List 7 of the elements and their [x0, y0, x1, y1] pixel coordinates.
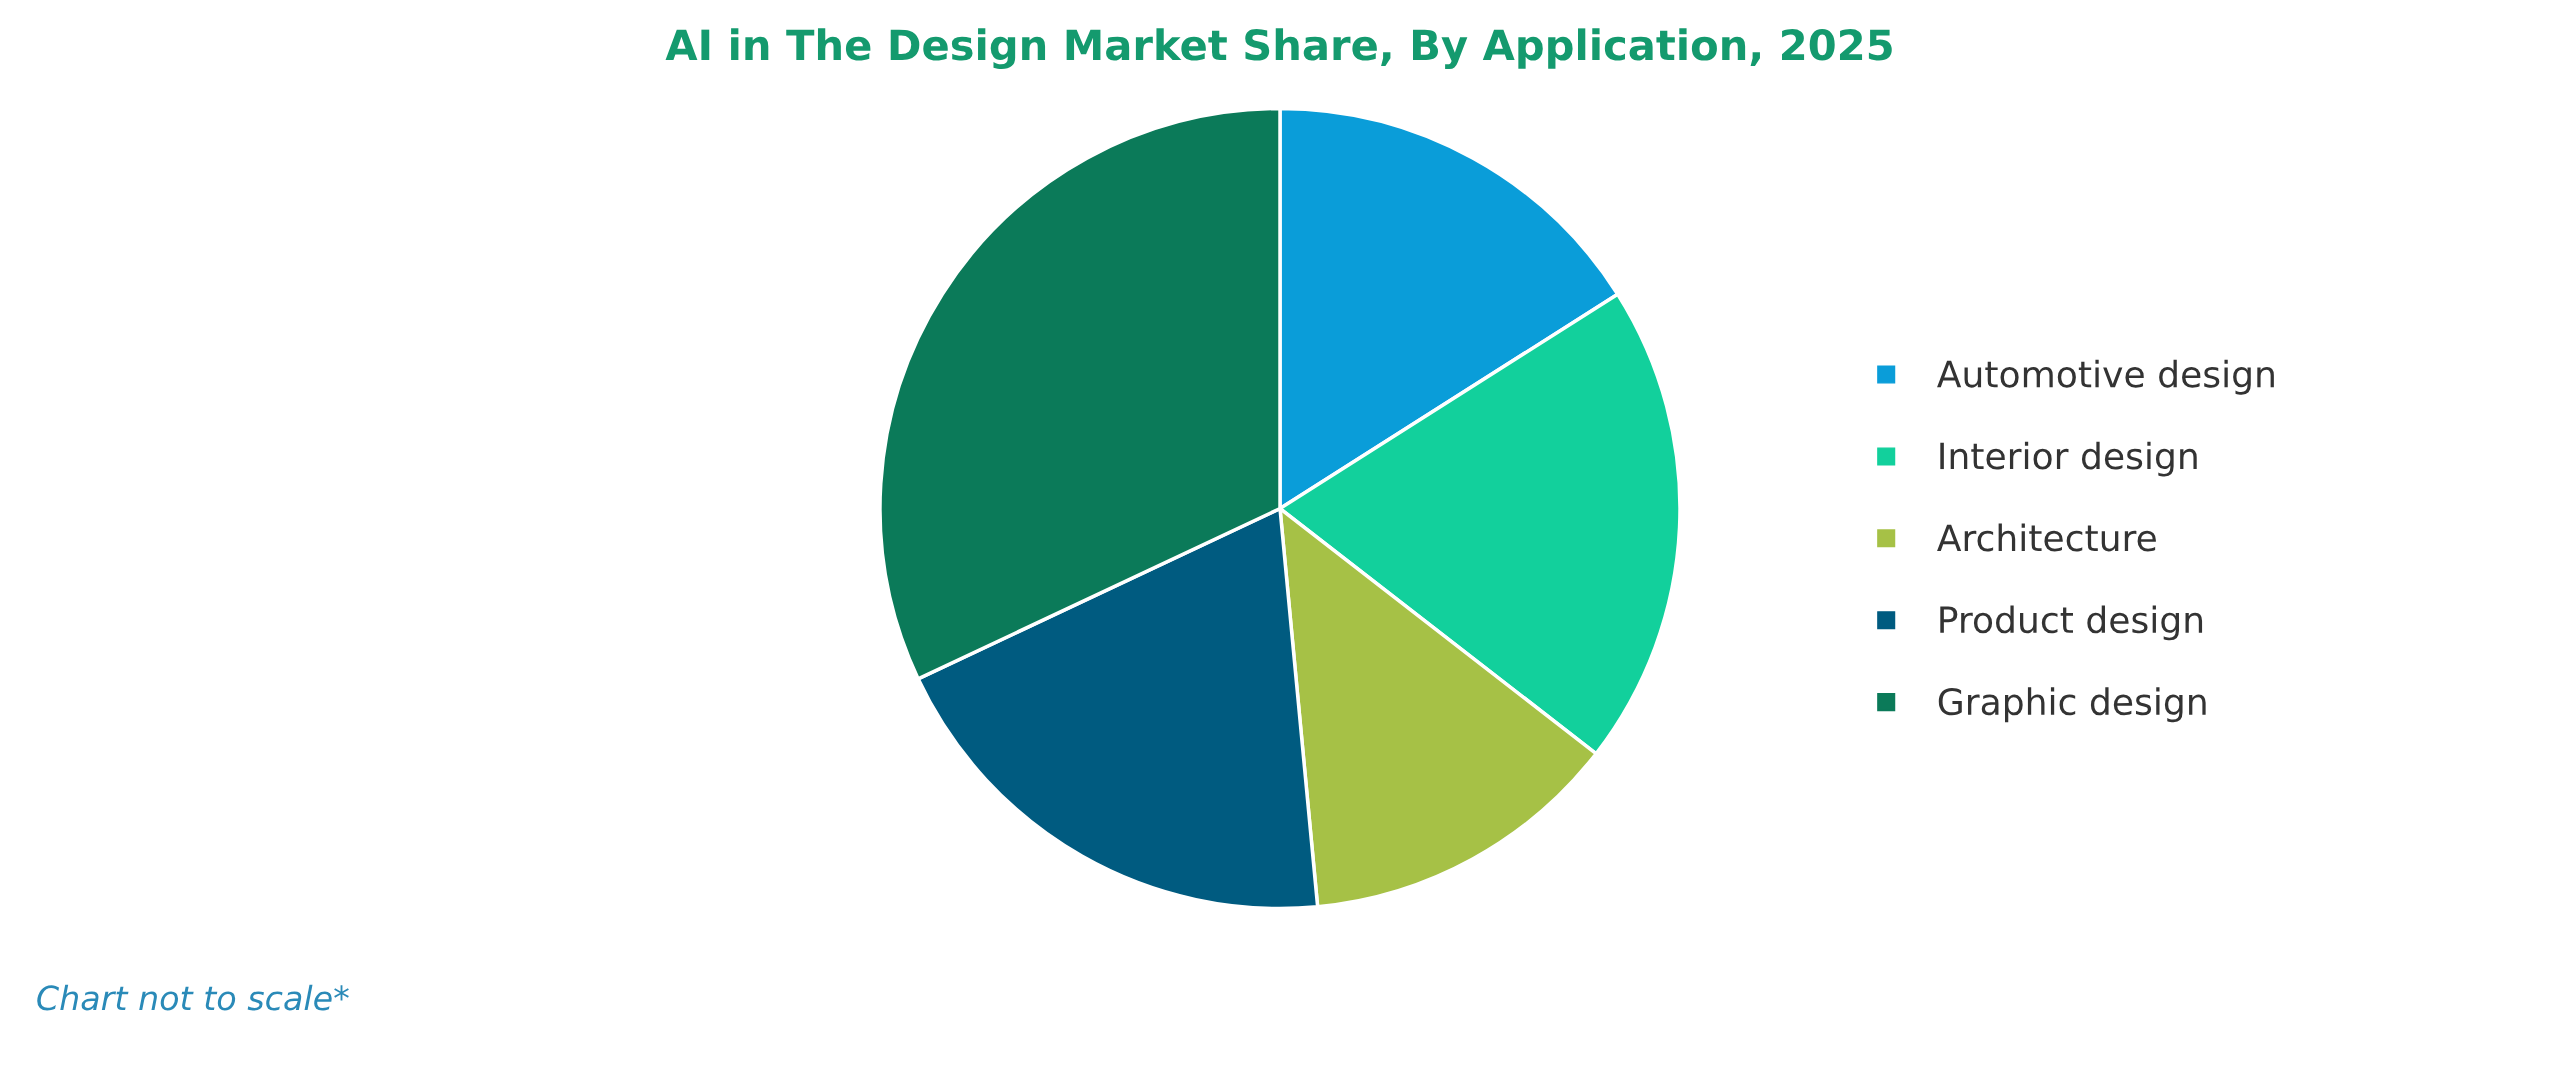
legend-label: Product design [1940, 605, 2203, 641]
text: Chart not to scale* [37, 984, 349, 1011]
legend-label: Automotive design [1937, 359, 2274, 395]
chart-title: AI in The Design Market Share, By Application, 2025 [665, 28, 1892, 70]
legend-label: Graphic design [1938, 687, 2206, 723]
legend-label: Interior design [1940, 441, 2197, 477]
legend-label: Architecture [1937, 523, 2156, 552]
